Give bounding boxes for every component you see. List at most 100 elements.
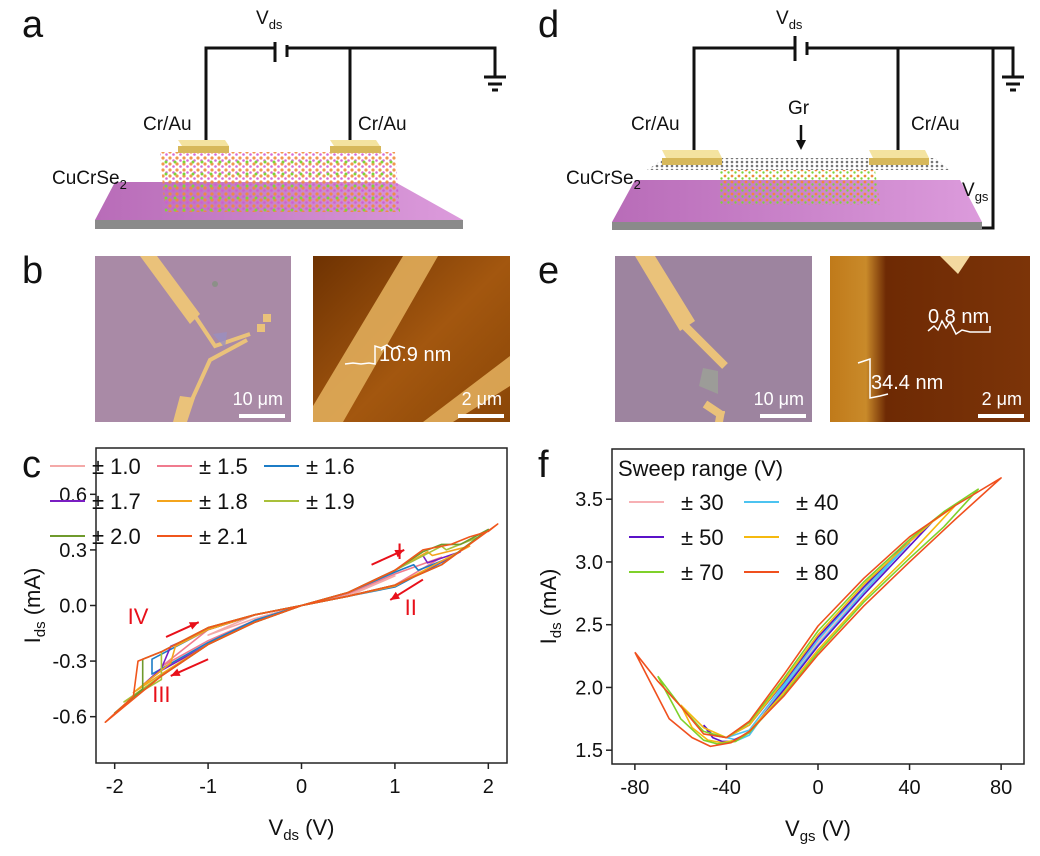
x-tick-label: 2 [483, 776, 494, 798]
ground-icon [1002, 75, 1024, 92]
graphene-label: Gr [788, 98, 810, 119]
x-tick-label: -40 [712, 777, 741, 799]
legend-label: ± 60 [796, 525, 839, 550]
contact-label-right-d: Cr/Au [911, 114, 960, 135]
panel-label-f: f [538, 444, 549, 486]
scale-label: 2 μm [461, 389, 502, 409]
legend-label: ± 1.6 [306, 454, 355, 479]
contact-pads [178, 140, 381, 153]
series-line [634, 477, 1002, 748]
legend-label: ± 2.0 [92, 524, 141, 549]
branch-annotation: III [152, 682, 170, 707]
circuit-wires [692, 46, 1015, 230]
y-tick-label: 2.0 [575, 677, 603, 699]
x-tick-label: -80 [620, 777, 649, 799]
legend-label: ± 50 [681, 525, 724, 550]
y-axis-label-part: I [536, 638, 561, 644]
y-tick-label: 3.5 [575, 489, 603, 511]
scale-bar [458, 414, 504, 418]
branch-annotation: II [405, 595, 417, 620]
x-axis-label-part: gs [800, 828, 816, 845]
material-label-d: CuCrSe2 [566, 168, 641, 192]
cucrse2-crystal [720, 170, 880, 205]
panel-label-a: a [22, 4, 44, 46]
vgs-label-d: Vgs [962, 180, 989, 204]
cucrse2-crystal [160, 152, 400, 212]
y-tick-label: 0.0 [59, 596, 87, 618]
optical-image-b: 10 μm [95, 256, 291, 422]
legend-label: ± 40 [796, 490, 839, 515]
scale-bar [239, 414, 285, 418]
afm-image-b: 10.9 nm 2 μm [313, 256, 510, 422]
x-axis-label-part: (V) [816, 816, 851, 841]
afm-electrodes [313, 256, 510, 422]
x-axis-label: Vds (V) [269, 815, 335, 844]
step-height-label: 10.9 nm [379, 344, 452, 366]
legend-label: ± 1.5 [199, 454, 248, 479]
legend-label: ± 1.8 [199, 489, 248, 514]
y-axis-label-part: I [20, 637, 45, 643]
panel-label-c: c [22, 444, 41, 486]
x-tick-label: 80 [990, 777, 1012, 799]
step-height-label-bottom: 34.4 nm [871, 372, 944, 394]
branch-annotation: IV [128, 604, 149, 629]
sweep-arrowhead-icon [390, 591, 400, 600]
circuit-wires [204, 46, 497, 140]
device-schematic-a [95, 42, 506, 229]
y-axis-label-part: ds [548, 622, 565, 638]
legend-label: ± 2.1 [199, 524, 248, 549]
y-axis-label: Ids (mA) [536, 569, 565, 645]
scale-label: 10 μm [753, 389, 804, 409]
material-label-a: CuCrSe2 [52, 168, 127, 192]
legend-label: ± 70 [681, 560, 724, 585]
legend-label: ± 1.7 [92, 489, 141, 514]
arrow-down-icon [796, 125, 806, 150]
height-profile-top [927, 319, 991, 336]
scale-label: 2 μm [981, 389, 1022, 409]
legend-label: ± 1.9 [306, 489, 355, 514]
x-axis-label-part: V [269, 815, 284, 840]
sweep-arrowhead-icon [394, 549, 405, 558]
device-electrodes [140, 256, 271, 422]
x-tick-label: 1 [389, 776, 400, 798]
contact-label-left-a: Cr/Au [143, 114, 192, 135]
x-tick-label: 0 [812, 777, 823, 799]
contact-label-right-a: Cr/Au [358, 114, 407, 135]
afm-features [857, 256, 991, 399]
sweep-arrowhead-icon [170, 668, 181, 676]
height-profile [344, 344, 406, 365]
series-line [160, 556, 443, 668]
y-tick-label: -0.3 [53, 651, 87, 673]
legend-label: ± 80 [796, 560, 839, 585]
x-axis-label-part: ds [283, 827, 299, 844]
y-tick-label: 1.5 [575, 740, 603, 762]
series-line [104, 523, 499, 724]
device-electrodes [635, 256, 728, 422]
series-line [726, 542, 911, 742]
scale-bar [760, 414, 806, 418]
y-tick-label: 0.6 [59, 484, 87, 506]
x-axis-label: Vgs (V) [785, 816, 851, 845]
x-tick-label: 40 [898, 777, 920, 799]
sweep-arrowhead-icon [188, 622, 199, 630]
transfer-curve-chart: -80 -40 0 40 80 3.5 3.0 2.5 2.0 1.5 Vgs (V) Ids (mA… [536, 448, 1025, 845]
y-tick-label: -0.6 [53, 707, 87, 729]
x-axis-label-part: V [785, 816, 800, 841]
legend-label: ± 30 [681, 490, 724, 515]
panel-label-b: b [22, 250, 44, 292]
scale-label: 10 μm [232, 389, 283, 409]
legend-title: Sweep range (V) [618, 456, 783, 481]
panel-label-e: e [538, 250, 560, 292]
afm-image-e: 0.8 nm 34.4 nm 2 μm [830, 256, 1030, 422]
x-axis-label-part: (V) [299, 815, 334, 840]
y-axis-label-part: (mA) [20, 568, 45, 622]
y-axis-label: Ids (mA) [20, 568, 49, 644]
y-tick-label: 3.0 [575, 552, 603, 574]
x-tick-label: -2 [106, 776, 124, 798]
iv-hysteresis-chart: -2 -1 0 1 2 0.6 0.3 0.0 -0.3 -0.6 Vds (V) Ids (mA) ±… [20, 447, 508, 844]
contact-label-left-d: Cr/Au [631, 114, 680, 135]
battery-icon [793, 36, 809, 61]
y-axis-label-part: ds [32, 621, 49, 637]
y-tick-label: 0.3 [59, 540, 87, 562]
y-axis-label-part: (mA) [536, 569, 561, 623]
